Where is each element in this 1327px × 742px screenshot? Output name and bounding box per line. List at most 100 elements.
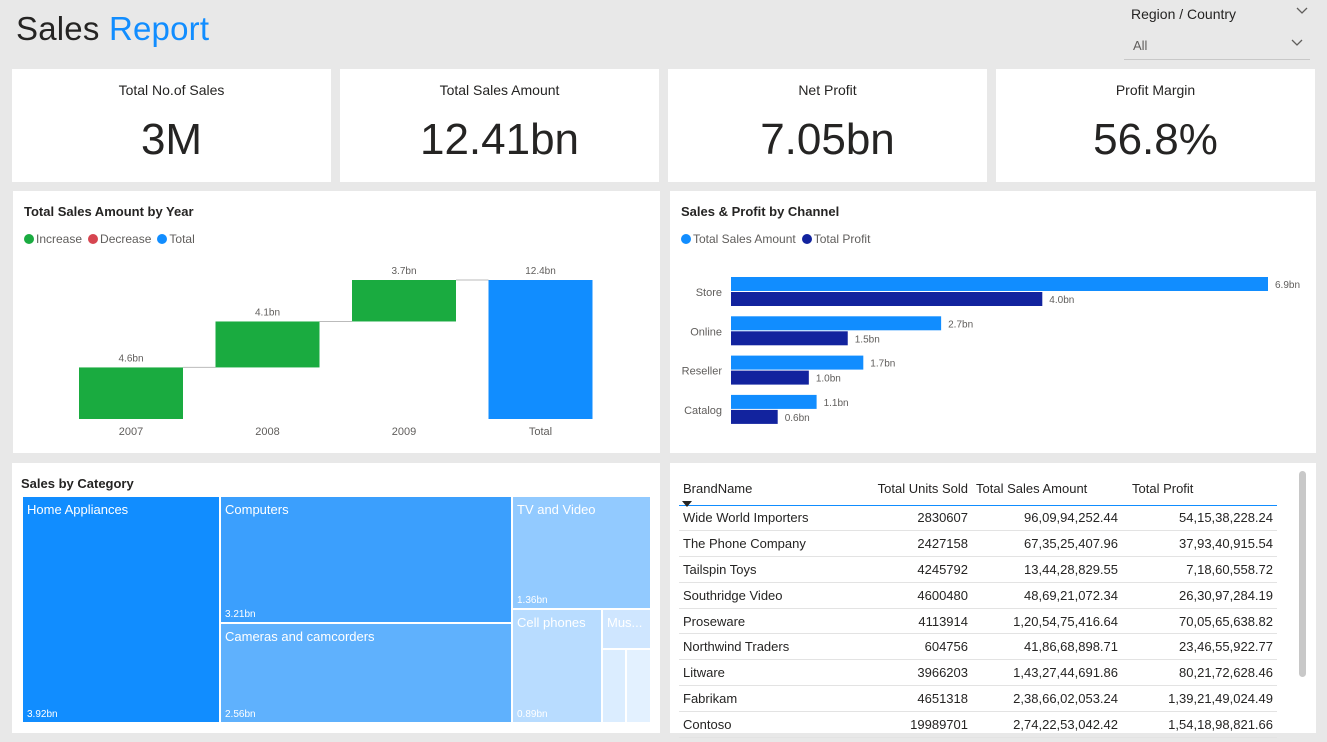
slicer-value: All: [1133, 38, 1148, 53]
y-tick-label: Reseller: [682, 366, 723, 378]
data-label: 1.1bn: [824, 398, 849, 409]
treemap-cell-home-appliances[interactable]: Home Appliances 3.92bn: [22, 496, 220, 723]
treemap-cell-music[interactable]: Mus...: [602, 609, 651, 649]
legend-item-increase[interactable]: Increase: [24, 232, 82, 246]
kpi-card-net-profit[interactable]: Net Profit 7.05bn: [668, 69, 987, 182]
kpi-label: Total No.of Sales: [118, 82, 225, 98]
treemap-cell-cell-phones[interactable]: Cell phones 0.89bn: [512, 609, 602, 723]
legend-item-sales[interactable]: Total Sales Amount: [681, 232, 796, 246]
kpi-label: Net Profit: [798, 82, 857, 98]
bar: [731, 355, 864, 370]
page-title: Sales Report: [16, 10, 209, 48]
column-header-profit[interactable]: Total Profit: [1132, 481, 1194, 497]
treemap-cell-small[interactable]: [626, 649, 651, 723]
treemap-cell-tv-video[interactable]: TV and Video 1.36bn: [512, 496, 651, 609]
legend-dot-icon: [801, 234, 812, 244]
treemap-cell-value: 1.36bn: [517, 595, 548, 606]
table-row[interactable]: Fabrikam 4651318 2,38,66,02,053.24 1,39,21,…: [679, 685, 1277, 712]
table-cell: 41,86,68,898.71: [972, 633, 1122, 661]
brand-table: BrandName Total Units Sold Total Sales A…: [679, 473, 1277, 738]
kpi-label: Total Sales Amount: [439, 82, 560, 98]
kpi-card-total-sales-count[interactable]: Total No.of Sales 3M: [12, 69, 331, 182]
table-cell: Wide World Importers: [679, 505, 869, 532]
data-label: 4.0bn: [1049, 295, 1074, 306]
chevron-down-icon[interactable]: [1295, 4, 1309, 21]
legend-label: Total Sales Amount: [693, 232, 796, 246]
table-cell: 70,05,65,638.82: [1122, 608, 1277, 635]
treemap-cell-value: 3.21bn: [225, 609, 256, 620]
table-cell: 4600480: [869, 582, 972, 609]
legend-item-decrease[interactable]: Decrease: [88, 232, 151, 246]
channel-plot: Store 6.9bn 4.0bn Online 2.7bn 1.5bn Reseller 1…: [682, 277, 1300, 424]
table-cell: The Phone Company: [679, 530, 869, 558]
x-tick-label: 2007: [119, 426, 143, 438]
column-header-brandname[interactable]: BrandName: [679, 473, 869, 507]
table-row[interactable]: Northwind Traders 604756 41,86,68,898.71 23…: [679, 633, 1277, 661]
data-label: 1.0bn: [816, 374, 841, 385]
table-row[interactable]: Litware 3966203 1,43,27,44,691.86 80,21,72,…: [679, 659, 1277, 687]
waterfall-bar: [352, 280, 456, 322]
table-header-row: BrandName Total Units Sold Total Sales A…: [679, 473, 1277, 507]
legend-item-profit[interactable]: Total Profit: [801, 232, 871, 246]
treemap-card[interactable]: Sales by Category Home Appliances 3.92bn…: [12, 463, 660, 733]
treemap-cell-label: TV and Video: [517, 502, 596, 517]
waterfall-chart-card[interactable]: Total Sales Amount by Year Increase Decr…: [13, 191, 660, 453]
kpi-card-total-sales-amount[interactable]: Total Sales Amount 12.41bn: [340, 69, 659, 182]
waterfall-bar: [79, 367, 183, 419]
table-row[interactable]: Proseware 4113914 1,20,54,75,416.64 70,05,6…: [679, 608, 1277, 635]
legend-item-total[interactable]: Total: [157, 232, 195, 246]
chart-title: Total Sales Amount by Year: [24, 204, 194, 219]
y-tick-label: Catalog: [684, 405, 722, 417]
table-cell: 26,30,97,284.19: [1122, 582, 1277, 609]
table-cell: 7,18,60,558.72: [1122, 556, 1277, 583]
brand-table-wrap: BrandName Total Units Sold Total Sales A…: [679, 473, 1287, 738]
table-row[interactable]: Wide World Importers 2830607 96,09,94,252.…: [679, 505, 1277, 532]
treemap-cell-label: Computers: [225, 502, 289, 517]
data-label: 12.4bn: [525, 266, 556, 277]
kpi-value: 7.05bn: [760, 115, 895, 164]
table-cell: Proseware: [679, 608, 869, 635]
table-cell: 1,39,21,49,024.49: [1122, 685, 1277, 712]
data-label: 4.6bn: [118, 353, 143, 364]
treemap-cell-label: Mus...: [607, 615, 643, 630]
table-cell: 2,74,22,53,042.42: [972, 711, 1122, 738]
title-part1: Sales: [16, 10, 100, 47]
slicer-header[interactable]: Region / Country: [1131, 6, 1311, 24]
table-row[interactable]: Tailspin Toys 4245792 13,44,28,829.55 7,18,…: [679, 556, 1277, 583]
legend-label: Total Profit: [813, 232, 871, 246]
data-label: 1.7bn: [870, 359, 895, 370]
table-cell: 23,46,55,922.77: [1122, 633, 1277, 661]
treemap-cell-computers[interactable]: Computers 3.21bn: [220, 496, 512, 623]
bar: [731, 292, 1043, 306]
table-cell: Southridge Video: [679, 582, 869, 609]
sort-desc-icon[interactable]: [682, 495, 692, 510]
column-header-sales[interactable]: Total Sales Amount: [976, 481, 1088, 497]
legend-label: Increase: [36, 232, 83, 246]
treemap-cell-value: 0.89bn: [517, 709, 548, 720]
slicer-dropdown[interactable]: All: [1124, 32, 1310, 60]
treemap-cell-cameras[interactable]: Cameras and camcorders 2.56bn: [220, 623, 512, 723]
chart-title: Sales by Category: [21, 476, 134, 491]
data-label: 2.7bn: [948, 319, 973, 330]
treemap-cell-value: 3.92bn: [27, 709, 58, 720]
chevron-down-icon[interactable]: [1290, 36, 1304, 53]
table-row[interactable]: Contoso 19989701 2,74,22,53,042.42 1,54,18,…: [679, 711, 1277, 738]
data-label: 0.6bn: [785, 413, 810, 424]
column-header-units[interactable]: Total Units Sold: [877, 481, 968, 497]
channel-chart-card[interactable]: Sales & Profit by Channel Total Sales Am…: [670, 191, 1316, 453]
table-cell: 37,93,40,915.54: [1122, 530, 1277, 558]
legend-label: Decrease: [100, 232, 152, 246]
table-row[interactable]: Southridge Video 4600480 48,69,21,072.34 26…: [679, 582, 1277, 609]
table-cell: Tailspin Toys: [679, 556, 869, 583]
treemap-cell-small[interactable]: [602, 649, 626, 723]
bar: [731, 370, 809, 385]
table-scrollbar[interactable]: [1299, 471, 1306, 677]
treemap-cell-label: Cameras and camcorders: [225, 629, 375, 644]
table-cell: 48,69,21,072.34: [972, 582, 1122, 609]
region-country-slicer[interactable]: Region / Country All: [1124, 0, 1314, 62]
table-cell: Litware: [679, 659, 869, 687]
bar: [731, 409, 778, 424]
table-row[interactable]: The Phone Company 2427158 67,35,25,407.96 3…: [679, 530, 1277, 558]
brand-table-card[interactable]: BrandName Total Units Sold Total Sales A…: [670, 463, 1316, 738]
kpi-card-profit-margin[interactable]: Profit Margin 56.8%: [996, 69, 1315, 182]
